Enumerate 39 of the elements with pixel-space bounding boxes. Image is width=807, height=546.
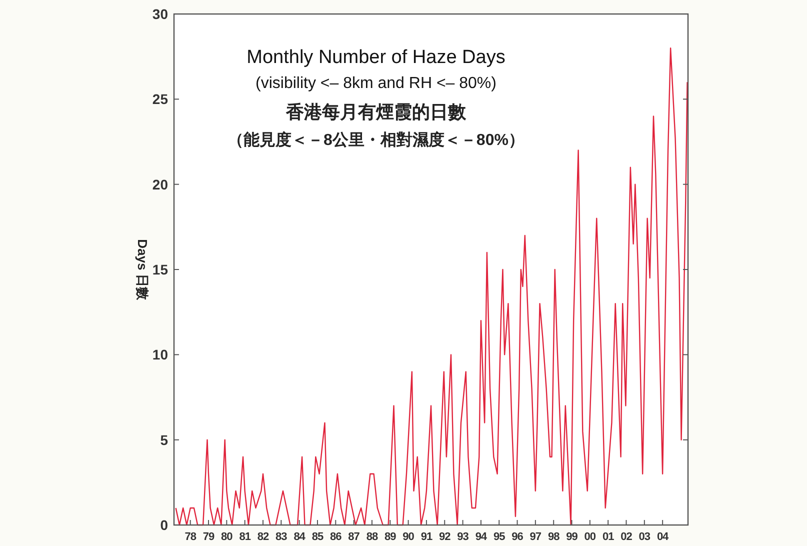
- y-tick-label: 10: [152, 346, 168, 363]
- x-tick-label: 84: [294, 531, 306, 543]
- x-tick-label: 99: [566, 531, 578, 543]
- x-tick-label: 90: [402, 531, 414, 543]
- annotation: （能見度＜－8公里・相對濕度＜－80%）: [228, 130, 524, 149]
- x-tick-label: 00: [584, 531, 596, 543]
- y-tick-label: 15: [152, 262, 168, 278]
- y-tick-label: 0: [160, 517, 168, 533]
- x-tick-label: 03: [638, 531, 650, 543]
- x-tick-label: 81: [239, 531, 251, 543]
- x-tick-label: 87: [348, 531, 360, 543]
- x-tick-label: 91: [420, 531, 432, 543]
- y-tick-label: 25: [152, 91, 168, 108]
- y-tick-label: 5: [160, 432, 168, 448]
- x-tick-label: 79: [202, 531, 214, 543]
- x-tick-label: 04: [656, 531, 670, 543]
- x-tick-label: 88: [366, 531, 378, 543]
- x-tick-label: 89: [384, 531, 396, 543]
- x-tick-label: 86: [330, 531, 342, 543]
- x-tick-label: 96: [512, 531, 524, 543]
- x-tick-label: 95: [493, 531, 506, 543]
- x-tick-label: 83: [276, 531, 288, 543]
- y-tick-label: 30: [152, 6, 168, 22]
- x-tick-label: 98: [548, 531, 560, 543]
- x-tick-label: 78: [184, 531, 196, 543]
- x-tick-label: 94: [475, 531, 488, 543]
- text: (visibility <– 8km and RH <– 80%): [256, 75, 496, 92]
- x-tick-label: 02: [620, 531, 632, 543]
- x-tick-label: 80: [221, 531, 233, 543]
- x-tick-label: 01: [602, 531, 614, 543]
- y-tick-label: 20: [152, 176, 168, 192]
- x-tick-label: 85: [312, 531, 324, 543]
- x-tick-label: 97: [530, 531, 542, 543]
- y-axis-title: Days 日數: [135, 239, 150, 301]
- x-tick-label: 82: [257, 531, 269, 543]
- x-tick-label: 93: [457, 531, 469, 543]
- text: Monthly Number of Haze Days: [246, 47, 506, 68]
- x-tick-label: 92: [438, 531, 451, 543]
- annotation: 香港每月有煙霞的日數: [285, 102, 467, 122]
